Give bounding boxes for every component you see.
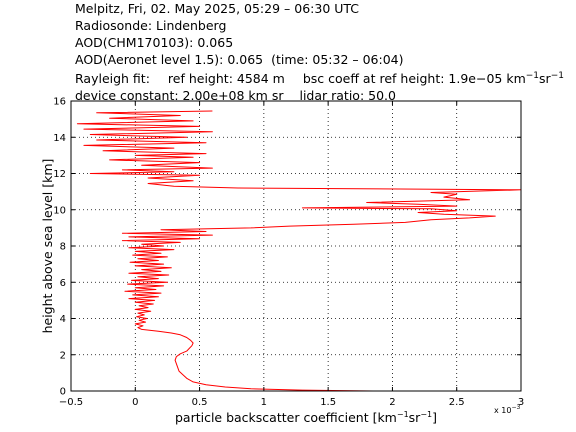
bsc-coeff: bsc coeff at ref height: 1.9e−05 km−1sr−… — [303, 71, 564, 86]
device-info: device constant: 2.00e+08 km sr lidar rat… — [75, 87, 575, 104]
x-tick-label: 2 — [389, 397, 395, 408]
aod-chm-info: AOD(CHM170103): 0.065 — [75, 35, 234, 50]
ref-height: ref height: 4584 m — [167, 71, 285, 87]
y-tick-label: 0 — [60, 387, 66, 398]
x-tick-label: −0.5 — [59, 397, 83, 408]
x-axis-label-end: ] — [432, 410, 437, 425]
aod-aeronet-info: AOD(Aeronet level 1.5): 0.065 (time: 05:… — [75, 51, 575, 68]
aeronet-time: (time: 05:32 – 06:04) — [271, 52, 404, 67]
x-tick-label: 3 — [518, 397, 524, 408]
x-axis-label: particle backscatter coefficient [km−1sr… — [175, 410, 437, 425]
series-layer — [76, 110, 522, 392]
backscatter-profile-line — [76, 110, 522, 392]
y-tick-label: 8 — [60, 242, 66, 253]
grid-lines — [71, 101, 521, 391]
x-multiplier-base: x 10 — [494, 406, 511, 415]
x-tick-label: 1 — [261, 397, 267, 408]
radiosonde-info: Radiosonde: Lindenberg — [75, 18, 227, 33]
x-axis-label-sup2: −1 — [420, 410, 432, 419]
bsc-unit-sup1: −1 — [525, 71, 540, 81]
y-tick-label: 4 — [60, 314, 66, 325]
x-axis-multiplier: x 10−3 — [494, 404, 520, 415]
chart-header: Melpitz, Fri, 02. May 2025, 05:29 – 06:3… — [75, 0, 575, 104]
x-tick-label: 0 — [132, 397, 138, 408]
rayleigh-fit-info: Rayleigh fit: ref height: 4584 m bsc coeff… — [75, 68, 575, 87]
y-tick-label: 10 — [53, 205, 66, 216]
x-axis-label-sr: sr — [409, 410, 422, 425]
y-tick-label: 16 — [53, 97, 66, 108]
x-tick-label: 0.5 — [192, 397, 208, 408]
aod-aeronet-value: AOD(Aeronet level 1.5): 0.065 — [75, 52, 264, 67]
x-tick-label: 1.5 — [320, 397, 336, 408]
x-multiplier-exp: −3 — [511, 404, 520, 411]
y-tick-label: 2 — [60, 350, 66, 361]
y-tick-label: 14 — [53, 133, 66, 144]
y-tick-label: 12 — [53, 169, 66, 180]
x-axis-label-sup1: −1 — [397, 410, 409, 419]
bsc-unit-sr: sr — [539, 71, 551, 87]
y-axis-label: height above sea level [km] — [40, 159, 55, 334]
station-title: Melpitz, Fri, 02. May 2025, 05:29 – 06:3… — [75, 1, 360, 16]
rayleigh-label: Rayleigh fit: — [75, 71, 150, 87]
lidar-ratio: lidar ratio: 50.0 — [299, 88, 396, 104]
bsc-unit-sup2: −1 — [550, 71, 564, 81]
x-axis-label-main: particle backscatter coefficient [km — [175, 410, 397, 425]
y-tick-label: 6 — [60, 278, 66, 289]
device-constant: device constant: 2.00e+08 km sr — [75, 88, 284, 104]
x-tick-label: 2.5 — [449, 397, 465, 408]
bsc-coeff-prefix: bsc coeff at ref height: 1.9e−05 km — [302, 71, 526, 87]
